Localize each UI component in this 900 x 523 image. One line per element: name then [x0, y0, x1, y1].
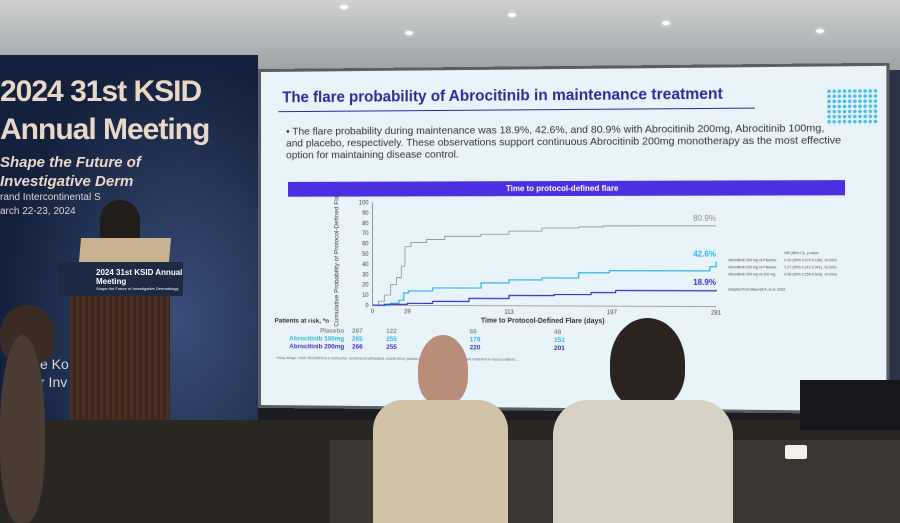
podium-body	[70, 296, 170, 441]
audience-member	[553, 400, 733, 523]
banner-line1: 2024 31st KSID	[0, 75, 202, 108]
speaker	[100, 200, 140, 245]
hazard-ratio-table: HR (95% CI), p-value Abrocitinib 200 mg …	[728, 251, 846, 293]
projection-screen: The flare probability of Abrocitinib in …	[258, 62, 890, 415]
banner-line2: Annual Meeting	[0, 113, 210, 146]
audience-member	[0, 335, 45, 523]
series-line-0	[373, 226, 717, 307]
y-tick-label: 20	[362, 283, 369, 289]
laptop	[78, 238, 172, 262]
banner-tagline: Shape the Future of Investigative Derm	[0, 154, 141, 190]
bullet-text: • The flare probability during maintenan…	[286, 122, 842, 162]
y-tick-label: 0	[365, 303, 369, 309]
series-end-label: 80.9%	[693, 214, 716, 223]
hr-row: Abrocitinib 100 mg vs Placebo 0.27 (95% 0…	[728, 265, 838, 270]
y-tick-label: 30	[362, 272, 369, 278]
audience-member-head	[418, 335, 468, 405]
x-axis-label: Time to Protocol-Defined Flare (days)	[481, 318, 605, 326]
series-end-label: 42.6%	[693, 249, 716, 258]
y-tick-label: 70	[362, 231, 369, 237]
series-end-label: 18.9%	[693, 278, 716, 287]
y-tick-label: 90	[362, 211, 369, 217]
ceiling-light	[662, 21, 670, 25]
ceiling-light	[508, 13, 516, 17]
title-divider	[278, 107, 755, 113]
dot-pattern-logo	[826, 88, 879, 126]
y-tick-label: 40	[362, 262, 369, 268]
hr-row: Abrocitinib 200 mg vs Placebo 0.10 (95% 0…	[728, 258, 838, 263]
coffee-cup	[785, 445, 807, 459]
y-tick-label: 60	[362, 242, 369, 248]
y-tick-label: 80	[362, 221, 369, 227]
series-line-1	[373, 261, 717, 307]
ceiling-light	[405, 31, 413, 35]
x-tick-label: 113	[504, 310, 514, 316]
y-tick-label: 100	[359, 200, 369, 206]
audience-member	[373, 400, 508, 523]
ceiling-light	[340, 5, 348, 9]
y-axis-label: Cumulative Probability of Protocol-Defin…	[334, 194, 341, 327]
ceiling-light	[816, 29, 824, 33]
podium-sign: 2024 31st KSID Annual Meeting Shape the F…	[58, 262, 183, 296]
footnote: Study design: JADE REGIMEN is a multicen…	[276, 355, 520, 362]
km-chart: 0 10 20 30 40 50 60 70 80 90 100 0 29 113 197 281 Time t…	[334, 194, 722, 327]
x-axis	[373, 305, 717, 306]
x-tick-label: 281	[711, 311, 722, 317]
x-tick-label: 29	[404, 309, 411, 315]
audience-member-head	[610, 318, 685, 408]
monitor	[800, 380, 900, 430]
y-tick-label: 50	[362, 252, 369, 258]
slide-title: The flare probability of Abrocitinib in …	[282, 85, 723, 107]
podium: 2024 31st KSID Annual Meeting Shape the F…	[58, 238, 183, 442]
hr-row: Abrocitinib 200 mg vs 100 mg 0.36 (95% 0.…	[728, 272, 838, 277]
y-tick-label: 10	[362, 293, 369, 299]
x-tick-label: 0	[371, 309, 375, 315]
x-tick-label: 197	[607, 310, 617, 316]
